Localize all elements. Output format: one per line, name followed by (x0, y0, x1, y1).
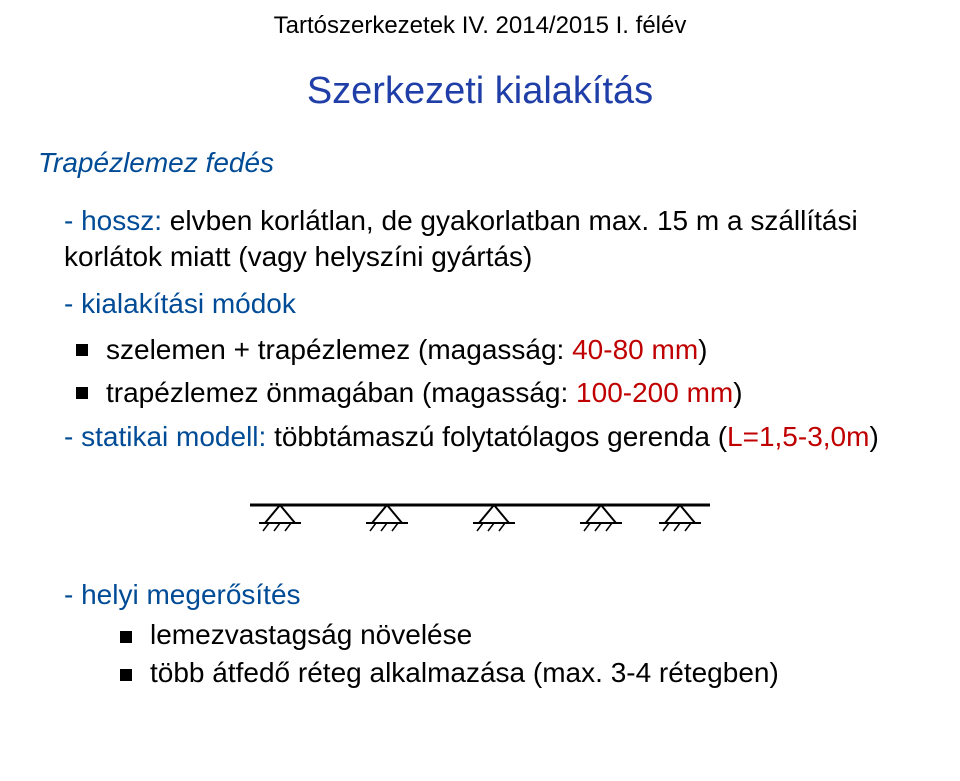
beam-diagram (220, 475, 740, 545)
mode1-post: ) (698, 334, 707, 365)
mode-list: szelemen + trapézlemez (magasság: 40-80 … (64, 332, 920, 411)
footer-item-2-text: több átfedő réteg alkalmazása (max. 3-4 … (150, 657, 779, 688)
footer-heading-line: - helyi megerősítés (64, 579, 960, 611)
hossz-label: - hossz: (64, 205, 162, 236)
line-kialakitas: - kialakítási módok (64, 286, 920, 322)
hossz-rest: elvben korlátlan, de gyakorlatban max. 1… (64, 205, 858, 272)
mode-item-2: trapézlemez önmagában (magasság: 100-200… (64, 375, 920, 411)
statikai-post: ) (869, 421, 878, 452)
mode2-post: ) (733, 377, 742, 408)
footer-item-1: lemezvastagság növelése (108, 619, 960, 651)
statikai-L: L=1,5-3,0m (727, 421, 869, 452)
header-text: Tartószerkezetek IV. 2014/2015 I. félév (274, 12, 687, 39)
statikai-label: - statikai modell: (64, 421, 266, 452)
slide-page: Tartószerkezetek IV. 2014/2015 I. félév … (0, 0, 960, 781)
footer-block: - helyi megerősítés lemezvastagság növel… (64, 579, 960, 689)
page-header: Tartószerkezetek IV. 2014/2015 I. félév (0, 0, 960, 40)
mode1-pre: szelemen + trapézlemez (magasság: (106, 334, 572, 365)
footer-list: lemezvastagság növelése több átfedő réte… (108, 619, 960, 689)
mode2-pre: trapézlemez önmagában (magasság: (106, 377, 576, 408)
mode1-em: 40-80 mm (572, 334, 698, 365)
statikai-rest: többtámaszú folytatólagos gerenda ( (266, 421, 727, 452)
footer-item-2: több átfedő réteg alkalmazása (max. 3-4 … (108, 657, 960, 689)
line-hossz: - hossz: elvben korlátlan, de gyakorlatb… (64, 203, 920, 276)
footer-heading: - helyi megerősítés (64, 579, 301, 610)
content-block: - hossz: elvben korlátlan, de gyakorlatb… (64, 203, 920, 455)
mode2-em: 100-200 mm (576, 377, 733, 408)
slide-title: Szerkezeti kialakítás (0, 70, 960, 113)
title-text: Szerkezeti kialakítás (307, 70, 653, 112)
footer-item-1-text: lemezvastagság növelése (150, 619, 472, 650)
subtitle-text: Trapézlemez fedés (38, 147, 274, 178)
kialakitas-label: - kialakítási módok (64, 288, 296, 319)
mode-item-1: szelemen + trapézlemez (magasság: 40-80 … (64, 332, 920, 368)
line-statikai: - statikai modell: többtámaszú folytatól… (64, 419, 920, 455)
slide-subtitle: Trapézlemez fedés (38, 147, 960, 179)
